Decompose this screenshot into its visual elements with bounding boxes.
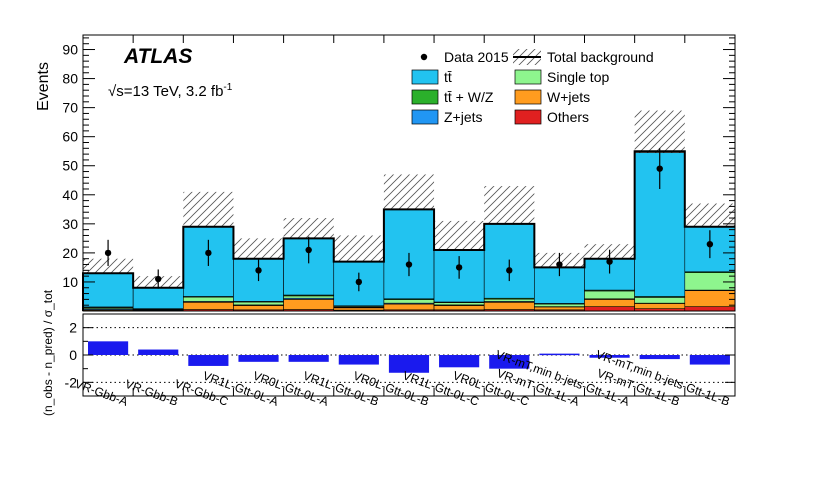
ratio-bar	[589, 355, 630, 358]
data-point	[255, 267, 262, 274]
data-point	[656, 165, 663, 172]
data-point	[355, 278, 363, 286]
ratio-bar	[238, 355, 279, 362]
atlas-title: ATLAS	[123, 45, 192, 68]
ratio-bar	[388, 355, 430, 373]
energy-lumi-label: √s=13 TeV, 3.2 fb-1	[108, 82, 233, 100]
data-point	[305, 246, 312, 254]
y-tick-label: 40	[62, 187, 78, 203]
stack-segment	[183, 301, 234, 310]
stack-segment	[684, 290, 735, 307]
stack-segment	[83, 272, 134, 308]
stack-segment	[233, 301, 284, 306]
y-tick-label: 10	[62, 274, 78, 290]
legend-swatch	[514, 89, 542, 105]
total-background-line	[82, 150, 735, 311]
main-y-ticks: 10 20 30 40 50 60 70 80 90	[62, 37, 735, 306]
stack-segment	[183, 296, 234, 302]
stack-segment	[584, 299, 635, 307]
ratio-bar	[188, 355, 229, 366]
stack-segment	[433, 302, 485, 306]
ratio-bar	[138, 349, 179, 355]
stack-segment	[684, 306, 735, 311]
legend-swatch	[514, 109, 542, 125]
stack-segment	[684, 272, 735, 291]
legend-label: W+jets	[547, 89, 590, 105]
stack-segment	[584, 290, 635, 300]
data-point	[556, 261, 563, 268]
stack-segment	[534, 303, 585, 307]
legend-swatch	[411, 69, 439, 85]
background-stacks	[83, 152, 735, 311]
stack-segment	[383, 299, 435, 304]
ratio-bar	[288, 355, 329, 362]
stack-segment	[132, 287, 184, 309]
legend-label: tt̄ + W/Z	[444, 89, 494, 105]
main-x-ticks	[132, 35, 686, 396]
stack-segment	[483, 298, 535, 302]
category-label: VR-Gbb-B	[123, 377, 180, 409]
main-frame	[82, 34, 736, 312]
stack-segment	[634, 303, 686, 309]
y-axis-label: Events	[35, 62, 52, 111]
data-point	[405, 261, 413, 268]
stack-segment	[333, 307, 385, 311]
ratio-bar	[88, 341, 129, 355]
legend-label: Total background	[547, 49, 654, 65]
ratio-y-ticks: -2 0 2	[65, 313, 735, 397]
energy-text: √s=13 TeV, 3.2 fb	[108, 83, 223, 100]
y-tick-label: 70	[62, 100, 78, 116]
legend-swatch	[411, 109, 439, 125]
stack-segment	[233, 305, 284, 311]
ratio-bar	[489, 355, 530, 369]
ratio-bar	[639, 355, 680, 360]
y-tick-label: 80	[62, 71, 78, 87]
ratio-bar	[439, 355, 480, 368]
legend-label: Z+jets	[444, 109, 483, 125]
stack-segment	[283, 295, 335, 299]
ratio-bar	[539, 353, 580, 356]
category-label: VR-Gbb-A	[73, 377, 130, 409]
ratio-bar	[689, 355, 730, 365]
data-point	[155, 275, 162, 283]
y-tick-label: 50	[62, 158, 78, 174]
stack-segment	[433, 305, 485, 311]
y-tick-label: 30	[62, 216, 78, 232]
stack-segment	[283, 299, 335, 310]
stack-segment	[634, 297, 686, 304]
stack-segment	[534, 306, 585, 311]
data-point	[606, 258, 613, 265]
data-point	[455, 264, 463, 271]
ratio-tick-label: 0	[69, 347, 77, 363]
ratio-bars	[88, 341, 730, 373]
stack-segment	[483, 301, 535, 310]
stack-segment	[383, 303, 435, 311]
data-point	[706, 240, 714, 248]
stack-segment	[634, 152, 686, 297]
data-points	[104, 148, 714, 292]
legend-swatch	[514, 69, 542, 85]
data-point	[205, 249, 212, 257]
legend-label: Data 2015	[444, 49, 509, 65]
legend-label: Others	[547, 109, 589, 125]
ratio-tick-label: -2	[65, 374, 78, 390]
y-tick-label: 60	[62, 129, 78, 145]
stack-segment	[584, 306, 635, 311]
ratio-y-label: (n_obs - n_pred) / σ_tot	[41, 289, 55, 416]
legend: Data 2015 Total background tt̄ Single top tt…	[411, 49, 654, 125]
data-point	[506, 267, 513, 274]
legend-data-marker	[420, 53, 428, 61]
data-point	[104, 249, 112, 257]
lumi-exponent: -1	[223, 82, 232, 93]
y-tick-label: 90	[62, 42, 78, 58]
ratio-bar	[338, 355, 379, 365]
ratio-tick-label: 2	[69, 320, 77, 336]
legend-swatch	[411, 89, 439, 105]
y-tick-label: 20	[62, 245, 78, 261]
legend-label: Single top	[547, 69, 609, 85]
legend-label: tt̄	[444, 69, 452, 85]
